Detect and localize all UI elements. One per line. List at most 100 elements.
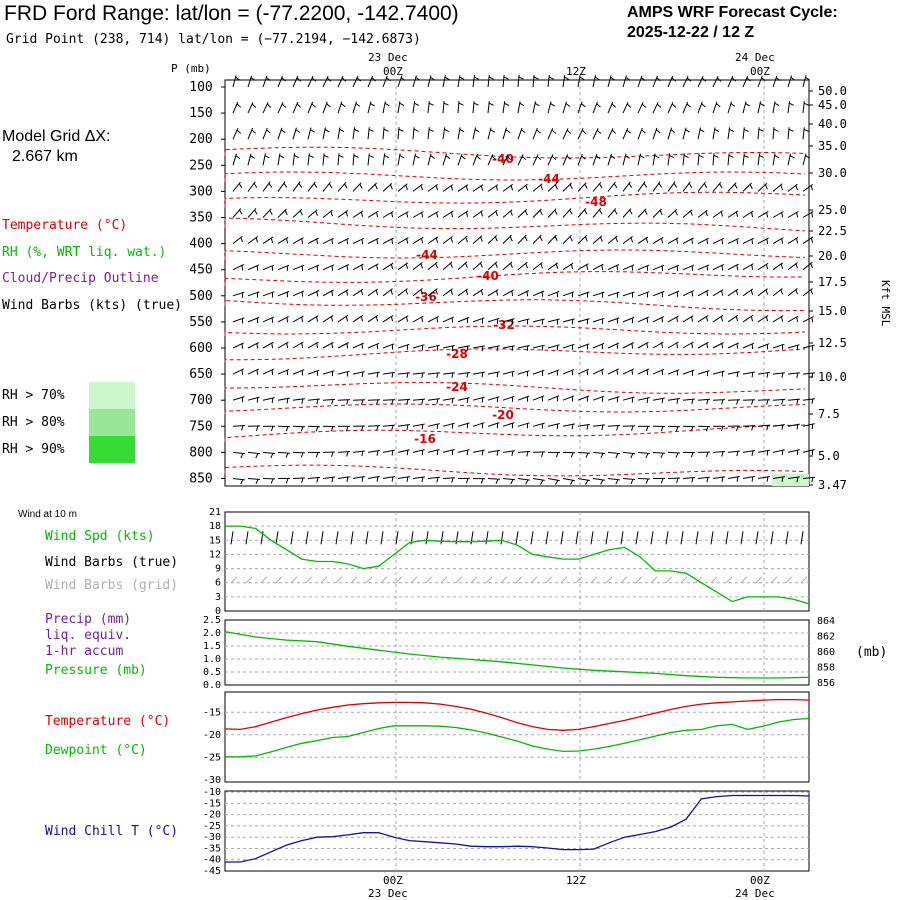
wind-barb-flag: [685, 129, 690, 133]
true-wind-barb: [230, 531, 234, 545]
wind-barb: [697, 101, 703, 114]
bottom-hour-00z-b: 00Z: [750, 874, 770, 887]
wind-barb: [457, 101, 460, 114]
wind-barb: [472, 127, 476, 140]
precip-tick-label: 1.0: [203, 654, 221, 665]
wind-barb-flag: [761, 77, 766, 82]
wind-barb-flag: [721, 290, 724, 296]
wind-barb-flag: [294, 154, 300, 159]
precip-tick-label: 0.5: [203, 667, 221, 678]
wind-barb-flag: [510, 185, 514, 191]
wind-barb-flag: [788, 128, 794, 132]
wind-barb-flag: [796, 372, 799, 379]
wind-barb-flag: [735, 290, 739, 296]
wind-barb-flag: [383, 128, 389, 132]
wind-barb-flag: [296, 103, 302, 108]
true-wind-barb: [335, 531, 339, 545]
wind-barb-flag: [368, 154, 374, 158]
wind-chill-line: [225, 794, 810, 863]
wind-barb: [667, 208, 678, 218]
wind-barb-flag: [286, 398, 289, 404]
wind-barb-flag: [520, 129, 526, 134]
wind-barb-flag: [361, 239, 364, 245]
wind-barb-flag: [601, 425, 604, 431]
wind-barb: [607, 368, 620, 375]
wind-barb-flag: [301, 316, 304, 322]
wind-barb-flag: [640, 77, 646, 82]
wind-barb-flag: [479, 262, 483, 268]
isotherm-label: -20: [492, 408, 514, 422]
wind-barb: [562, 75, 566, 88]
wind-barb-flag: [481, 372, 484, 378]
wind-barb-flag: [735, 211, 739, 217]
wind-barb: [322, 314, 334, 323]
wind-barb-flag: [474, 76, 480, 80]
wind-barb-flag: [301, 342, 304, 348]
kft-tick-label: 22.5: [818, 224, 847, 238]
wind-barb-flag: [731, 77, 737, 82]
isotherm-label: -48: [585, 195, 607, 209]
wind-barb-flag: [435, 237, 439, 243]
wind-barb: [712, 476, 725, 479]
wind-barb: [607, 478, 620, 481]
wind-barb: [307, 181, 316, 192]
wind-barb: [457, 75, 461, 88]
wind-barb-flag: [436, 423, 439, 430]
wind-barb: [772, 288, 783, 297]
wind-barb: [442, 127, 446, 140]
wind-panel-frame: [224, 511, 810, 612]
pressure-tick-label: 400: [189, 237, 212, 252]
isotherm-label: -16: [414, 432, 436, 446]
true-wind-barb: [545, 531, 549, 545]
wind-barb-flag: [759, 154, 765, 159]
wind-barb-flag: [701, 103, 706, 108]
wind-barb-flag: [384, 102, 390, 107]
wind-barb-flag: [361, 264, 364, 271]
wind-barb-flag: [389, 184, 393, 190]
wind-barb-flag: [406, 476, 409, 482]
isotherm-label: -44: [538, 172, 560, 186]
wind-barb: [532, 208, 542, 218]
wind-barb-flag: [406, 212, 409, 218]
wind-barb: [637, 127, 643, 140]
true-wind-barb: [290, 531, 294, 545]
wind-barb: [592, 395, 605, 401]
wind-barb: [427, 183, 438, 192]
wind-barb-flag: [780, 263, 784, 269]
wind-barb-flag: [579, 76, 585, 81]
wind-barb: [637, 397, 650, 401]
wind-barb-flag: [766, 212, 769, 218]
wind-barb: [742, 475, 755, 479]
wind-barb-flag: [466, 346, 469, 352]
wind-barb: [787, 315, 799, 323]
wind-barb-flag: [315, 452, 319, 458]
wind-barb-flag: [594, 76, 600, 81]
wind-barb-flag: [330, 426, 334, 432]
wind-barb: [712, 451, 726, 453]
wind-barb-flag: [631, 265, 634, 271]
wind-barb: [622, 235, 633, 245]
wind-barb-flag: [698, 154, 704, 158]
wind-barb-flag: [330, 316, 334, 322]
wind-barb-flag: [368, 128, 374, 132]
wind-barb: [412, 344, 425, 349]
wind-barb: [292, 75, 299, 88]
wind-barb-flag: [631, 369, 634, 375]
wind-barb-flag: [736, 399, 739, 405]
wind-barb-flag: [331, 265, 334, 271]
wind-barb: [337, 370, 350, 375]
wind-barb-flag: [584, 183, 588, 189]
wind-barb-flag: [340, 103, 346, 108]
wind-barb-flag: [796, 399, 799, 405]
wind-barb-flag: [615, 237, 618, 243]
wind-barb-flag: [526, 345, 529, 351]
wind-barb-flag: [280, 129, 286, 134]
wind-barb: [517, 261, 528, 271]
wind-barb-flag: [540, 184, 543, 190]
wind-barb: [667, 398, 680, 401]
wind-barb: [487, 127, 492, 140]
wind-barb: [427, 101, 430, 114]
precip-liq-label: liq. equiv.: [45, 628, 132, 643]
wind-barb-flag: [601, 369, 604, 375]
